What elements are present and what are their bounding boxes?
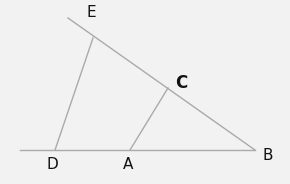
Text: B: B	[263, 148, 273, 163]
Text: E: E	[86, 5, 96, 20]
Text: C: C	[175, 74, 187, 92]
Text: A: A	[123, 157, 133, 172]
Text: D: D	[46, 157, 58, 172]
